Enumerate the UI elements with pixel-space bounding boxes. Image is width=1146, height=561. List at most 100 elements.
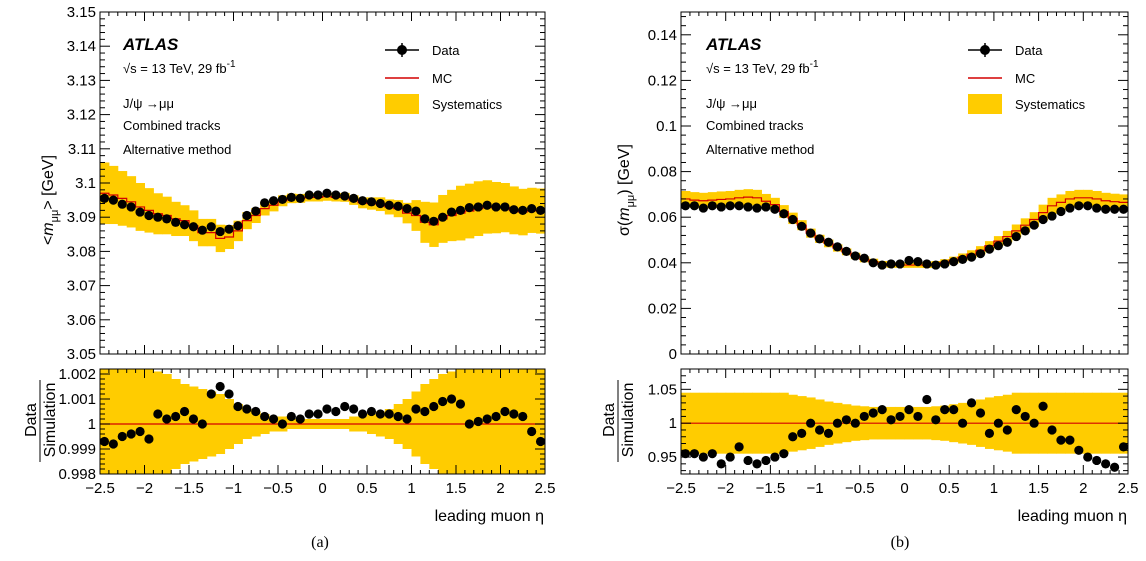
data-point xyxy=(1002,237,1012,247)
data-point xyxy=(518,205,528,215)
ratio-data-point xyxy=(438,396,448,407)
ratio-data-point xyxy=(859,411,869,422)
ratio-systematics-bin xyxy=(536,369,546,474)
ratio-data-point xyxy=(680,449,691,459)
ratio-y-tick-label: 1.002 xyxy=(58,366,96,383)
ratio-y-tick-label: 0.998 xyxy=(58,466,96,483)
ratio-data-point xyxy=(518,411,528,422)
ratio-data-point xyxy=(841,415,851,425)
x-tick-label: 0 xyxy=(900,480,908,497)
y-tick-label: 0 xyxy=(669,346,677,363)
data-point xyxy=(206,222,216,232)
ratio-data-point xyxy=(464,419,474,429)
legend-data-marker xyxy=(397,45,407,55)
data-point xyxy=(1020,226,1030,236)
y-tick-label: 0.14 xyxy=(648,27,677,44)
x-tick-label: −2 xyxy=(717,480,734,497)
data-point xyxy=(1065,203,1075,213)
data-point xyxy=(1011,231,1021,242)
data-point xyxy=(761,202,771,212)
panel-b: −2.5 −2 −1.5 −1 −0.5 0 0.5 1 1.5 2 2.5 0 0.02 0.04 0.0… xyxy=(601,11,1139,551)
ratio-y-tick-label: 0.999 xyxy=(58,441,96,458)
y-tick-label: 3.1 xyxy=(75,175,96,192)
ratio-data-point xyxy=(698,452,708,462)
ratio-systematics-bin xyxy=(518,369,528,474)
ratio-data-point xyxy=(1029,418,1039,428)
data-point xyxy=(500,202,510,212)
ratio-data-point xyxy=(340,401,350,412)
ratio-data-point xyxy=(411,404,421,414)
data-point xyxy=(1074,201,1084,211)
ratio-systematics-bin xyxy=(500,369,510,474)
ratio-data-point xyxy=(357,409,368,419)
data-point xyxy=(1056,206,1066,217)
data-point xyxy=(242,210,252,221)
ratio-data-point xyxy=(366,406,377,417)
ratio-y-tick-label: 1.001 xyxy=(58,391,96,408)
ratio-data-point xyxy=(446,394,457,404)
ratio-data-point xyxy=(224,389,234,399)
ticks-a: −2.5 −2 −1.5 −1 −0.5 0 0.5 1 1.5 2 2.5 3.05 3.06 3.07… xyxy=(58,4,555,497)
data-point xyxy=(1083,201,1093,211)
method-label: Alternative method xyxy=(706,142,814,157)
ratio-data-point xyxy=(286,411,296,422)
legend-data-marker xyxy=(980,45,990,55)
ratio-data-point xyxy=(752,459,762,469)
data-point xyxy=(438,212,448,222)
ratio-data-point xyxy=(153,409,163,419)
legend-mc-label: MC xyxy=(1015,71,1035,86)
ratio-data-point xyxy=(716,459,726,469)
data-point xyxy=(162,214,172,224)
data-point xyxy=(349,193,359,203)
ratio-data-point xyxy=(1092,455,1102,466)
x-tick-label: −0.5 xyxy=(845,480,875,497)
ratio-data-point xyxy=(197,419,207,429)
ratio-data-point xyxy=(420,406,430,417)
subfigure-label: (a) xyxy=(311,534,329,551)
data-point xyxy=(886,259,896,269)
data-point xyxy=(877,260,887,270)
data-point xyxy=(340,191,350,201)
ratio-systematics-bin xyxy=(509,369,519,474)
data-point xyxy=(940,259,950,269)
ratio-systematics-bin xyxy=(126,369,137,474)
data-point xyxy=(698,203,708,213)
data-point xyxy=(752,203,762,213)
x-axis-label: leading muon η xyxy=(435,508,544,525)
data-point xyxy=(277,194,288,205)
atlas-label: ATLAS xyxy=(122,35,179,54)
data-point xyxy=(420,214,430,224)
x-tick-label: 2.5 xyxy=(1118,480,1139,497)
ratio-data-point xyxy=(260,411,270,422)
x-tick-label: 2 xyxy=(1079,480,1087,497)
data-point xyxy=(823,237,834,247)
data-point xyxy=(251,206,261,216)
ratio-data-point xyxy=(1047,425,1057,435)
method-label: Alternative method xyxy=(123,142,231,157)
data-point xyxy=(913,257,923,267)
x-tick-label: −1 xyxy=(225,480,242,497)
data-point xyxy=(707,201,717,211)
process-label: J/ψ →μμ xyxy=(706,96,757,111)
y-tick-label: 3.13 xyxy=(67,72,96,89)
ratio-systematics-bin xyxy=(527,369,537,474)
ratio-data-point xyxy=(384,409,394,419)
data-point xyxy=(680,201,691,211)
y-axis-label: <mμμ> [GeV] xyxy=(40,155,61,245)
data-point xyxy=(1118,204,1129,214)
data-point xyxy=(455,205,466,215)
ratio-data-point xyxy=(402,414,412,424)
y-axis-label: σ(mμμ) [GeV] xyxy=(616,144,637,236)
ratio-data-point xyxy=(877,405,887,415)
data-point xyxy=(859,253,869,263)
data-point xyxy=(491,202,501,212)
data-point xyxy=(958,254,968,264)
data-point xyxy=(411,206,421,216)
legend: Data MC Systematics xyxy=(385,43,503,114)
ratio-data-point xyxy=(295,414,305,424)
ratio-data-point xyxy=(958,418,968,428)
ratio-data-point xyxy=(823,428,834,438)
x-tick-label: 1 xyxy=(990,480,998,497)
ratio-data-point xyxy=(1065,435,1075,445)
ratio-data-point xyxy=(770,452,780,462)
